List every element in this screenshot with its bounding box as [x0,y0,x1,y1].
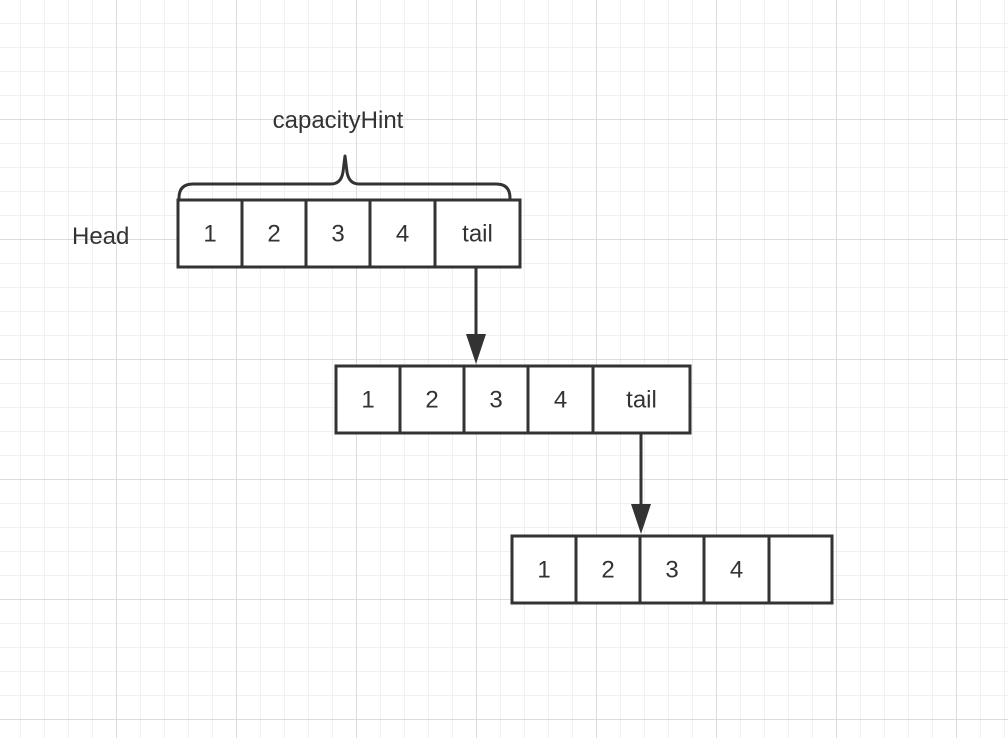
array-cell-value: 3 [489,387,502,414]
array-cell [526,364,595,435]
link-arrow-2 [631,434,651,534]
array-cell [462,364,530,435]
array-cell-value: 1 [203,221,216,248]
array-cell-value: 2 [425,387,438,414]
link-arrow-1-head [466,334,486,364]
link-arrow-1 [466,268,486,364]
array-cell [591,364,692,435]
link-arrow-2-head [631,504,651,534]
node-array-3: 1 2 3 4 [510,534,834,605]
array-cell-value: 4 [730,557,743,584]
array-cell-value: 4 [396,221,409,248]
array-cell [702,534,771,605]
head-label: Head [72,223,129,250]
array-cell-value: 1 [361,387,374,414]
capacity-hint-brace [177,154,512,200]
array-cell [433,198,522,269]
array-cell [240,198,308,269]
tail-pointer-label: tail [462,221,493,248]
array-cell [638,534,706,605]
array-cell [176,198,244,269]
capacity-hint-label: capacityHint [273,107,404,134]
array-cell [574,534,642,605]
array-cell [304,198,372,269]
tail-pointer-label: tail [626,387,657,414]
array-cell-value: 3 [331,221,344,248]
array-cell-value: 2 [267,221,280,248]
node-array-2: 1 2 3 4 tail [334,364,692,435]
node-array-1: 1 2 3 4 tail [176,198,522,269]
array-cell-value: 1 [537,557,550,584]
array-cell [398,364,466,435]
array-cell [767,534,834,605]
array-cell-value: 3 [665,557,678,584]
array-cell-value: 4 [554,387,567,414]
array-cell-value: 2 [601,557,614,584]
